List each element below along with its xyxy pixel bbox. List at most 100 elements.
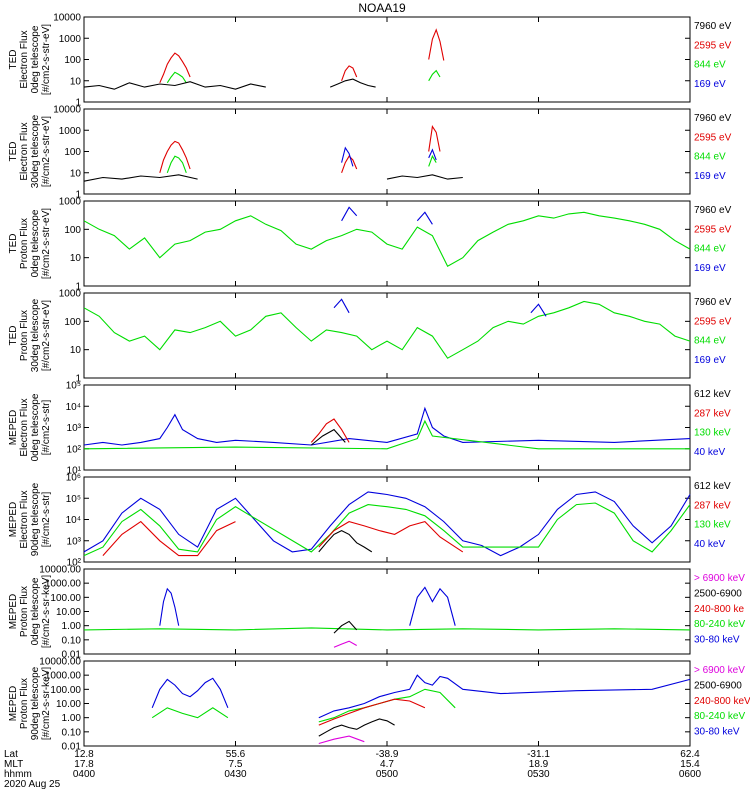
- legend-entry: 2595 eV: [694, 224, 732, 235]
- y-tick-label: 1: [75, 374, 81, 385]
- series-7960-ev: [83, 174, 198, 182]
- plot-frame: [83, 660, 691, 747]
- series-2500-6900: [318, 718, 395, 737]
- legend-entry: 169 eV: [694, 355, 726, 366]
- y-axis-label-line: 0deg telescope: [30, 209, 41, 277]
- legend-entry: 169 eV: [694, 171, 726, 182]
- panel-ted-e-0: 1 10 100 1000 10000 TED Electron Flux 0deg tele…: [8, 13, 732, 109]
- series-844-ev: [428, 154, 437, 167]
- series-2595-ev: [159, 140, 191, 173]
- y-tick-label: 100: [64, 147, 81, 158]
- legend-entry: 130 keV: [694, 428, 731, 439]
- footer-lat-value: -31.1: [527, 749, 550, 760]
- y-tick-label: 10⁶: [66, 473, 81, 484]
- y-tick-label: 10.00: [56, 699, 81, 710]
- legend-entry: 612 keV: [694, 389, 731, 400]
- y-axis-label-line: TED: [8, 234, 19, 254]
- legend-entry: 7960 eV: [694, 21, 732, 32]
- y-tick-label: 10000: [53, 105, 81, 116]
- series-844-ev: [83, 211, 691, 267]
- y-tick-label: 100: [64, 55, 81, 66]
- legend-entry: 844 eV: [694, 244, 726, 255]
- y-axis-label-line: [#/cm2-s-str-eV]: [41, 300, 52, 371]
- series-612-kev: [318, 529, 373, 553]
- y-axis-label-line: MEPED: [8, 686, 19, 722]
- y-tick-label: 1.00: [62, 621, 82, 632]
- y-axis-label-line: TED: [8, 50, 19, 70]
- footer-mlt-value: 17.8: [74, 759, 94, 770]
- y-axis-label-line: Proton Flux: [19, 586, 30, 637]
- y-tick-label: 10: [70, 168, 82, 179]
- panel-meped-p-0: 0.01 0.10 1.00 10.00 100.00 1000.00 10000.00 ME…: [8, 565, 745, 661]
- legend-entry: 844 eV: [694, 60, 726, 71]
- y-tick-label: 10: [70, 76, 82, 87]
- y-tick-label: 10²: [67, 558, 82, 569]
- y-axis-label-line: MEPED: [8, 502, 19, 538]
- legend-entry: 2500-6900: [694, 588, 742, 599]
- y-tick-label: 1.00: [62, 713, 82, 724]
- legend-entry: 287 keV: [694, 408, 731, 419]
- y-tick-label: 1000.00: [45, 579, 82, 590]
- series-287-kev: [318, 520, 464, 553]
- plot-frame: [83, 16, 691, 103]
- legend-entry: 2595 eV: [694, 132, 732, 143]
- legend-entry: 2500-6900: [694, 680, 742, 691]
- series--6900-kev: [318, 735, 365, 745]
- y-axis-label-line: [#/cm2-s-str]: [41, 492, 52, 548]
- panel-ted-p-0: 1 10 100 1000 TED Proton Flux 0deg telescope [#…: [8, 197, 732, 293]
- series-40-kev: [83, 491, 691, 557]
- series-844-ev: [166, 71, 187, 84]
- y-tick-label: 1: [75, 98, 81, 109]
- panel-meped-e-0: 10¹ 10² 10³ 10⁴ 10⁵ MEPED Electron Flux 0deg te…: [8, 381, 731, 477]
- legend-entry: 30-80 keV: [694, 635, 740, 646]
- y-tick-label: 1000: [59, 197, 82, 208]
- y-tick-label: 100: [64, 317, 81, 328]
- y-tick-label: 100: [64, 225, 81, 236]
- series-40-kev: [83, 406, 691, 446]
- series-844-ev: [166, 155, 187, 173]
- y-tick-label: 10³: [67, 423, 82, 434]
- series-169-ev: [530, 303, 547, 317]
- y-axis-label-line: MEPED: [8, 594, 19, 630]
- legend-entry: 130 keV: [694, 520, 731, 531]
- panel-ted-p-30: 1 10 100 1000 TED Proton Flux 30deg telescope[…: [8, 289, 732, 385]
- legend-entry: 80-240 keV: [694, 711, 745, 722]
- series-80-240-kev: [151, 707, 229, 719]
- y-axis-label-line: 0deg telescope: [30, 25, 41, 93]
- series-80-240-kev: [83, 627, 691, 631]
- y-axis-label-line: [#/cm2-s-str-eV]: [41, 24, 52, 95]
- series-169-ev: [428, 148, 437, 161]
- y-tick-label: 100.00: [50, 593, 81, 604]
- plot-frame: [83, 292, 691, 379]
- y-tick-label: 10000.00: [39, 657, 81, 668]
- legend-entry: 80-240 keV: [694, 619, 745, 630]
- y-axis-label-line: [#/cm2-s-str-eV]: [41, 208, 52, 279]
- y-axis-label-line: [#/cm2-s-sr-keV]: [41, 575, 52, 649]
- legend-entry: 30-80 keV: [694, 727, 740, 738]
- footer-hhmm-value: 0500: [376, 769, 399, 780]
- y-axis-label-line: TED: [8, 326, 19, 346]
- footer-row-label: hhmm: [4, 769, 32, 780]
- y-tick-label: 1: [75, 282, 81, 293]
- series-169-ev: [341, 206, 358, 222]
- series-2595-ev: [428, 28, 445, 61]
- series-2595-ev: [341, 65, 358, 81]
- y-axis-label-line: MEPED: [8, 410, 19, 446]
- legend-entry: 169 eV: [694, 263, 726, 274]
- series-287-kev: [102, 520, 236, 557]
- y-tick-label: 100.00: [50, 685, 81, 696]
- legend-entry: 844 eV: [694, 336, 726, 347]
- y-tick-label: 10³: [67, 536, 82, 547]
- y-tick-label: 0.01: [62, 742, 82, 753]
- y-axis-label-line: Electron Flux: [19, 30, 30, 88]
- y-axis-label-line: 30deg telescope: [30, 114, 41, 188]
- y-axis-label-line: Proton Flux: [19, 678, 30, 729]
- y-tick-label: 1000.00: [45, 671, 82, 682]
- y-tick-label: 10: [70, 345, 82, 356]
- y-axis-label-line: Electron Flux: [19, 122, 30, 180]
- legend-entry: 7960 eV: [694, 205, 732, 216]
- y-tick-label: 1000: [59, 126, 82, 137]
